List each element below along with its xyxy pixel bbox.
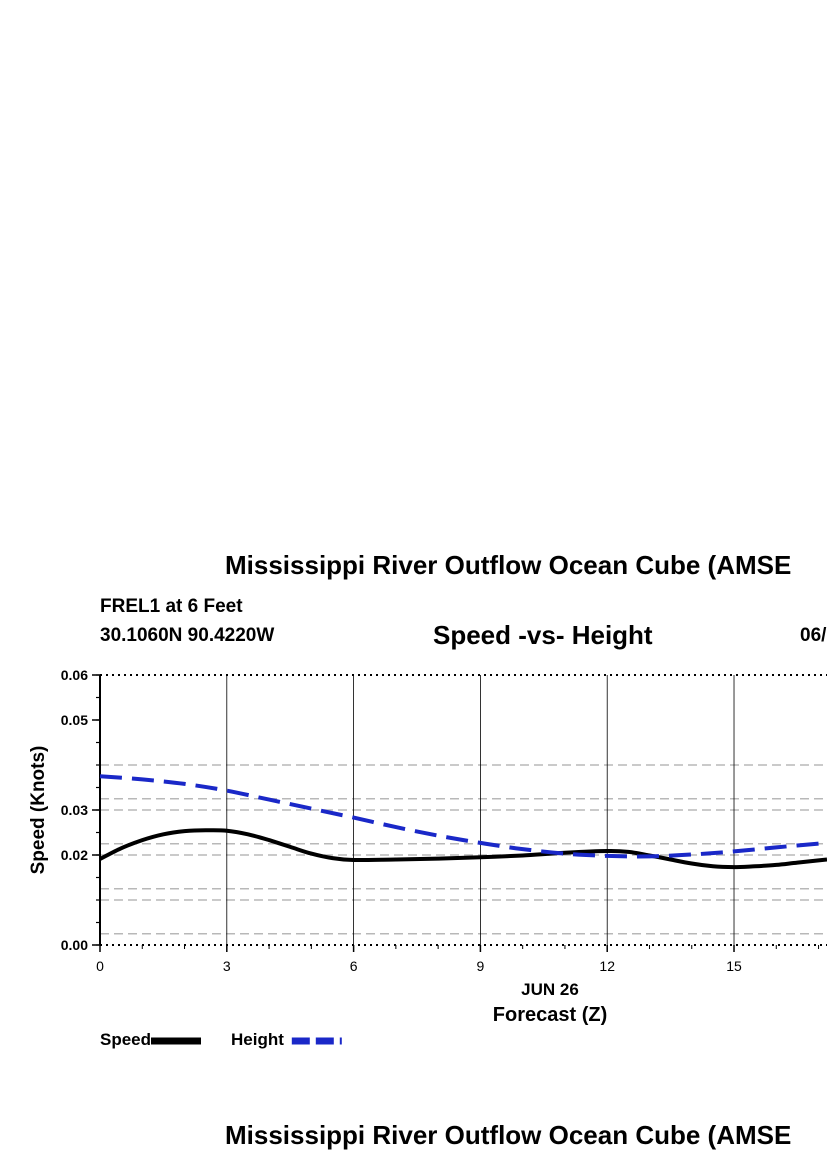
axes: 0.00 0.02 0.03 0.05 0.06 0 3 6 9 12 15 [61,667,827,974]
y-tick-label: 0.05 [61,712,88,728]
next-chart-title: Mississippi River Outflow Ocean Cube (AM… [225,1120,792,1150]
x-tick-label: 15 [726,958,742,974]
chart-title: Speed -vs- Height [433,620,653,650]
y-axis-label: Speed (Knots) [28,746,49,875]
x-sublabel: JUN 26 [521,980,579,999]
series-line-speed [99,828,827,870]
x-tick-label: 0 [96,958,104,974]
legend: Speed Height [100,1030,342,1049]
x-tick-label: 9 [477,958,485,974]
series-lines [99,774,827,870]
y-tick-label: 0.06 [61,667,88,683]
grid-lines [100,675,827,945]
station-coordinates: 30.1060N 90.4220W [100,625,275,646]
main-title: Mississippi River Outflow Ocean Cube (AM… [225,550,792,580]
legend-label-speed: Speed [100,1030,151,1049]
station-label: FREL1 at 6 Feet [100,596,243,617]
series-line-height [99,774,827,859]
y-tick-label: 0.00 [61,937,88,953]
forecast-date: 06/ [800,625,827,646]
x-tick-label: 12 [599,958,615,974]
legend-label-height: Height [231,1030,284,1049]
y-tick-label: 0.03 [61,802,88,818]
x-tick-label: 6 [350,958,358,974]
x-axis-label: Forecast (Z) [493,1004,607,1026]
x-tick-label: 3 [223,958,231,974]
y-tick-label: 0.02 [61,847,88,863]
axis-labels: JUN 26 Forecast (Z) Speed (Knots) [28,746,607,1026]
